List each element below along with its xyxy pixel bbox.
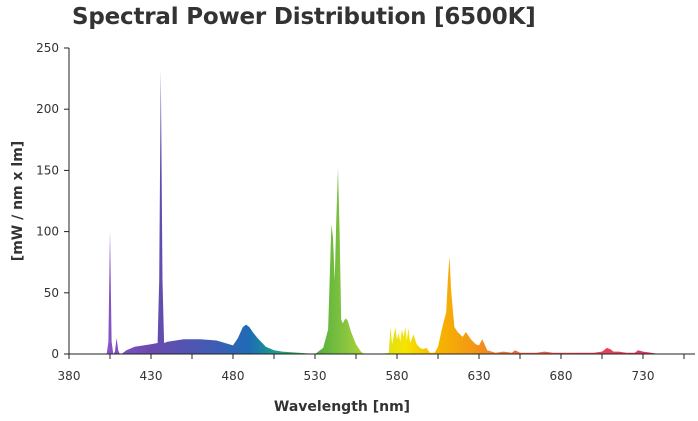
spectrum-area: [101, 70, 660, 354]
x-tick-label: 580: [386, 369, 409, 383]
y-tick-label: 200: [36, 102, 59, 116]
y-axis-ticks: 0 50 100 150 200 250: [36, 41, 69, 361]
x-tick-label: 380: [58, 369, 81, 383]
y-tick-label: 50: [44, 286, 59, 300]
y-tick-label: 250: [36, 41, 59, 55]
y-tick-label: 0: [51, 347, 59, 361]
x-tick-label: 680: [550, 369, 573, 383]
x-tick-label: 480: [222, 369, 245, 383]
x-tick-label: 630: [468, 369, 491, 383]
y-axis-title: [mW / nm x lm]: [10, 141, 26, 261]
x-axis-ticks: 380 430 480 530 580 630 680 730: [58, 354, 685, 383]
x-tick-label: 430: [140, 369, 163, 383]
y-tick-label: 150: [36, 163, 59, 177]
y-tick-label: 100: [36, 225, 59, 239]
x-tick-label: 730: [632, 369, 655, 383]
x-axis-title: Wavelength [nm]: [274, 399, 410, 415]
chart-title: Spectral Power Distribution [6500K]: [72, 4, 536, 30]
x-tick-label: 530: [304, 369, 327, 383]
